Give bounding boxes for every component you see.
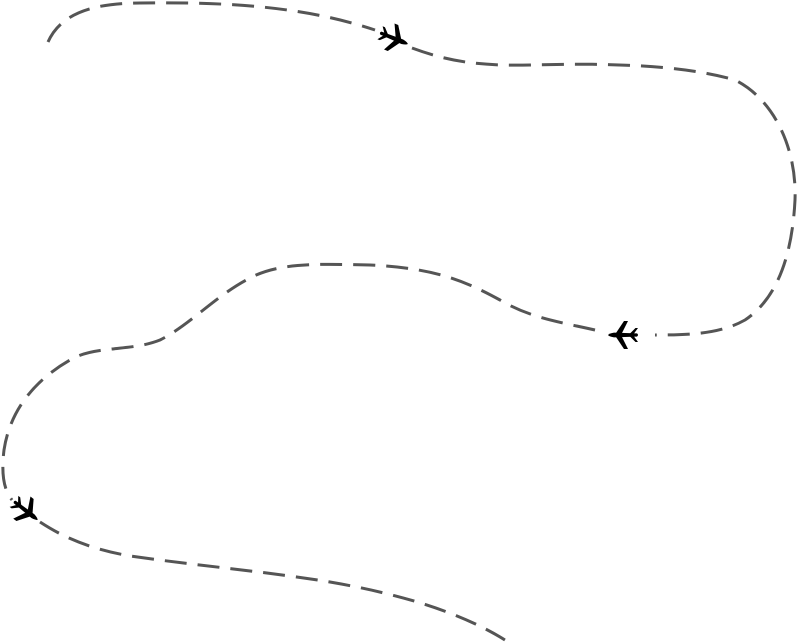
airplane-icon <box>374 19 414 57</box>
airplane-icon <box>608 321 638 349</box>
airplane-icon <box>5 490 47 531</box>
